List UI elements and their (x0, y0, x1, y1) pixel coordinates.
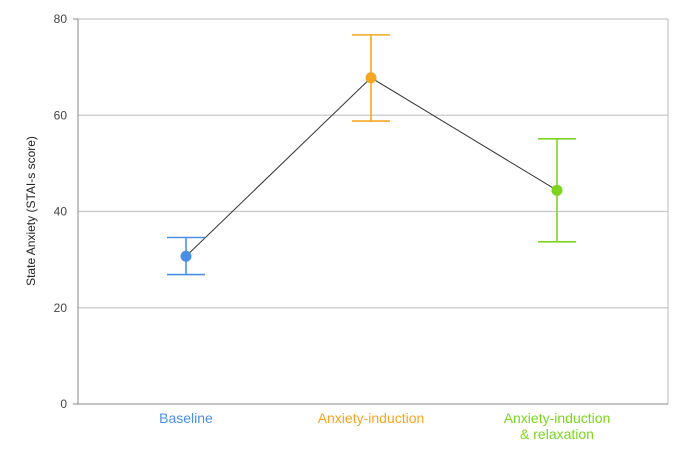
y-tick-label: 60 (54, 108, 68, 122)
x-tick-label: Anxiety-induction (504, 410, 611, 426)
y-axis-title: State Anxiety (STAI-s score) (24, 136, 38, 286)
data-point (551, 184, 563, 196)
y-tick-label: 40 (54, 205, 68, 219)
category-labels: Baseline Anxiety-induction Anxiety-inducti… (159, 410, 610, 442)
y-tick-label: 0 (60, 397, 67, 411)
x-tick-label: Anxiety-induction (318, 410, 425, 426)
data-point (365, 72, 377, 84)
x-tick-label: Baseline (159, 410, 213, 426)
series (167, 34, 576, 276)
y-tick-label: 20 (54, 301, 68, 315)
axes (73, 18, 669, 405)
y-tick-labels: 0 20 40 60 80 (54, 12, 68, 411)
grid-lines (78, 18, 668, 309)
data-point (180, 250, 192, 262)
x-tick-label: & relaxation (520, 426, 594, 442)
y-tick-label: 80 (54, 12, 68, 26)
